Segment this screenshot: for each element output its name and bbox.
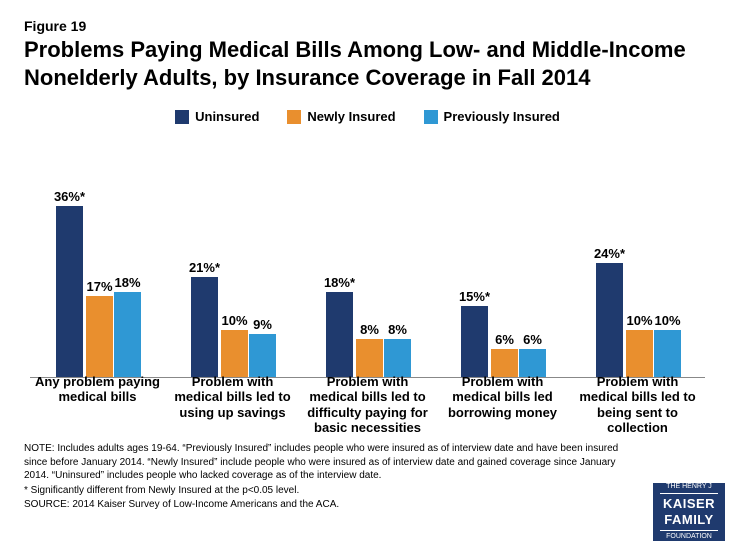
bar-value-label: 18%*	[324, 275, 355, 290]
bar-wrap: 10%	[221, 313, 248, 378]
bar-wrap: 8%	[356, 322, 383, 377]
kaiser-logo: THE HENRY J KAISER FAMILY FOUNDATION	[653, 483, 725, 541]
bar-value-label: 21%*	[189, 260, 220, 275]
bar-newly	[356, 339, 383, 377]
legend-item-uninsured: Uninsured	[175, 109, 259, 124]
bar-wrap: 9%	[249, 317, 276, 377]
legend-item-previously: Previously Insured	[424, 109, 560, 124]
bar-previously	[114, 292, 141, 378]
category-label: Problem with medical bills led to using …	[168, 374, 298, 436]
bar-uninsured	[461, 306, 488, 377]
note-line: NOTE: Includes adults ages 19-64. “Previ…	[24, 442, 625, 483]
bar-value-label: 15%*	[459, 289, 490, 304]
category-label: Problem with medical bills led to being …	[573, 374, 703, 436]
bar-value-label: 18%	[115, 275, 141, 290]
plot-area: 36%* 17%18% 21%* 10% 9% 18%* 8% 8% 15%* 6% 6% 24%* 1…	[30, 188, 705, 378]
bar-chart: 36%* 17%18% 21%* 10% 9% 18%* 8% 8% 15%* 6% 6% 24%* 1…	[30, 138, 705, 378]
bar-uninsured	[596, 263, 623, 377]
logo-text: KAISER	[663, 497, 715, 511]
legend-label: Previously Insured	[444, 109, 560, 124]
bar-value-label: 10%	[655, 313, 681, 328]
bar-value-label: 8%	[360, 322, 379, 337]
logo-divider	[660, 493, 718, 494]
bar-value-label: 10%	[627, 313, 653, 328]
bar-value-label: 8%	[388, 322, 407, 337]
bar-wrap: 24%*	[594, 246, 625, 377]
bar-value-label: 6%	[523, 332, 542, 347]
footnotes: NOTE: Includes adults ages 19-64. “Previ…	[24, 442, 711, 512]
bar-previously	[654, 330, 681, 378]
bar-wrap: 10%	[654, 313, 681, 378]
bar-newly	[626, 330, 653, 378]
bar-value-label: 24%*	[594, 246, 625, 261]
note-line: * Significantly different from Newly Ins…	[24, 484, 625, 498]
swatch-previously	[424, 110, 438, 124]
logo-text: FAMILY	[664, 513, 713, 527]
bar-uninsured	[56, 206, 83, 377]
bar-uninsured	[326, 292, 353, 378]
legend-label: Newly Insured	[307, 109, 395, 124]
bar-newly	[221, 330, 248, 378]
swatch-newly	[287, 110, 301, 124]
bar-uninsured	[191, 277, 218, 377]
bar-value-label: 10%	[222, 313, 248, 328]
bar-group: 21%* 10% 9%	[189, 260, 276, 377]
chart-title: Problems Paying Medical Bills Among Low-…	[24, 36, 711, 91]
bar-value-label: 17%	[87, 279, 113, 294]
bar-newly	[86, 296, 113, 377]
bar-wrap: 17%	[86, 279, 113, 377]
bar-group: 24%* 10%10%	[594, 246, 681, 377]
legend: Uninsured Newly Insured Previously Insur…	[24, 109, 711, 124]
bar-group: 15%* 6% 6%	[459, 289, 546, 377]
category-label: Any problem paying medical bills	[33, 374, 163, 436]
bar-wrap: 10%	[626, 313, 653, 378]
bar-wrap: 21%*	[189, 260, 220, 377]
bar-group: 36%* 17%18%	[54, 189, 141, 377]
logo-text: THE HENRY J	[666, 483, 712, 491]
bar-wrap: 15%*	[459, 289, 490, 377]
legend-label: Uninsured	[195, 109, 259, 124]
legend-item-newly: Newly Insured	[287, 109, 395, 124]
bar-group: 18%* 8% 8%	[324, 275, 411, 378]
note-line: SOURCE: 2014 Kaiser Survey of Low-Income…	[24, 498, 625, 512]
swatch-uninsured	[175, 110, 189, 124]
bar-value-label: 9%	[253, 317, 272, 332]
bar-value-label: 6%	[495, 332, 514, 347]
bar-wrap: 6%	[491, 332, 518, 378]
bar-wrap: 6%	[519, 332, 546, 378]
bar-wrap: 36%*	[54, 189, 85, 377]
category-labels: Any problem paying medical billsProblem …	[30, 374, 705, 436]
figure-label: Figure 19	[24, 18, 711, 34]
logo-divider	[660, 530, 718, 531]
category-label: Problem with medical bills led borrowing…	[438, 374, 568, 436]
bar-value-label: 36%*	[54, 189, 85, 204]
bar-groups: 36%* 17%18% 21%* 10% 9% 18%* 8% 8% 15%* 6% 6% 24%* 1…	[30, 188, 705, 377]
logo-text: FOUNDATION	[666, 533, 712, 541]
page: Figure 19 Problems Paying Medical Bills …	[0, 0, 735, 551]
category-label: Problem with medical bills led to diffic…	[303, 374, 433, 436]
bar-previously	[384, 339, 411, 377]
bar-wrap: 18%*	[324, 275, 355, 378]
bar-previously	[249, 334, 276, 377]
bar-wrap: 8%	[384, 322, 411, 377]
bar-wrap: 18%	[114, 275, 141, 378]
